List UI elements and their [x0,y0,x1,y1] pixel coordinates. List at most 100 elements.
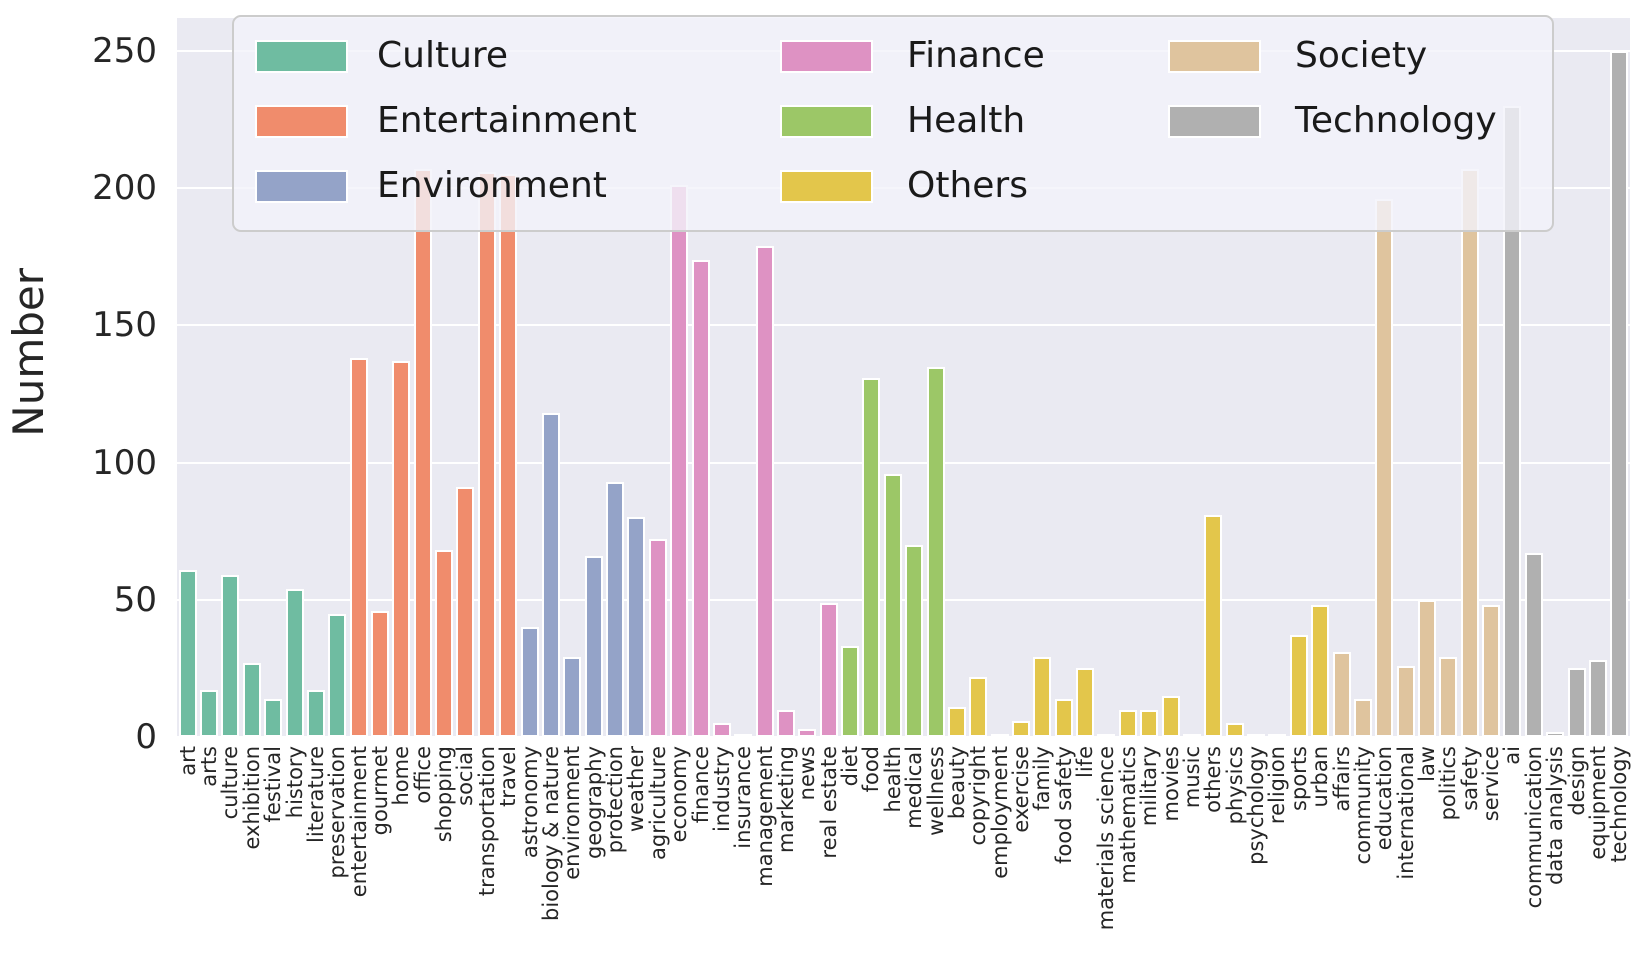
x-tick-label-urban: urban [1308,746,1333,808]
bar-design [1567,668,1586,737]
x-tick-label-preservation: preservation [325,746,350,879]
bar-social [456,487,475,737]
bar-psychology [1247,734,1266,738]
legend-label-others: Others [907,165,1028,206]
x-tick-label-management: management [752,746,777,887]
bar-politics [1439,657,1458,737]
bar-mathematics [1118,709,1137,737]
y-tick-label-0: 0 [135,717,157,757]
bar-festival [264,698,283,737]
legend-label-culture: Culture [377,35,509,76]
bar-news [798,728,817,737]
x-tick-label-mathematics: mathematics [1115,746,1140,884]
x-tick-label-protection: protection [603,746,628,854]
bar-weather [627,517,646,737]
bar-biology-nature [541,413,560,737]
x-tick-label-industry: industry [709,746,734,833]
bar-entertainment [349,358,368,737]
bar-medical [905,544,924,737]
bar-community [1353,698,1372,737]
x-tick-label-health: health [880,746,905,813]
bar-office [413,168,432,737]
gridline-50 [177,598,1630,601]
bar-religion [1268,734,1287,738]
bar-preservation [328,613,347,737]
x-tick-label-equipment: equipment [1585,746,1610,860]
x-tick-label-politics: politics [1436,746,1461,821]
x-tick-label-marketing: marketing [773,746,798,853]
bar-agriculture [648,539,667,737]
bar-sports [1289,635,1308,737]
gridline-150 [177,324,1630,327]
bar-finance [691,259,710,737]
x-tick-label-exercise: exercise [1009,746,1034,833]
gridline-100 [177,461,1630,464]
gridline-0 [177,736,1630,738]
bar-music [1182,734,1201,738]
bar-others [1204,514,1223,737]
legend-label-entertainment: Entertainment [377,100,637,141]
bar-protection [606,481,625,737]
x-tick-label-sports: sports [1286,746,1311,811]
x-tick-label-insurance: insurance [731,746,756,849]
bar-affairs [1332,651,1351,737]
x-tick-label-beauty: beauty [944,746,969,820]
bar-transportation [477,171,496,737]
bar-culture [221,575,240,737]
bar-industry [712,723,731,737]
x-tick-label-transportation: transportation [474,746,499,897]
bar-materials-science [1097,734,1116,738]
bar-shopping [435,550,454,737]
x-tick-label-biology-nature: biology & nature [538,746,563,921]
bar-diet [841,646,860,737]
x-tick-label-data-analysis: data analysis [1543,746,1568,886]
bar-law [1418,599,1436,737]
bar-management [755,245,774,737]
x-tick-label-military: military [1137,746,1162,827]
legend-swatch-culture [255,40,348,73]
y-axis-label: Number [4,268,53,437]
bar-arts [200,690,219,737]
x-tick-label-environment: environment [560,746,585,880]
x-tick-label-wellness: wellness [923,746,948,836]
bar-marketing [776,709,795,737]
x-tick-label-family: family [1030,746,1055,811]
legend-swatch-environment [255,170,348,203]
legend-swatch-others [780,170,873,203]
bar-copyright [969,676,988,737]
bar-literature [306,690,325,737]
legend-swatch-technology [1168,105,1261,138]
x-tick-label-arts: arts [197,746,222,787]
x-tick-label-international: international [1393,746,1418,880]
bar-employment [990,734,1009,738]
x-tick-label-weather: weather [624,746,649,833]
bar-military [1140,709,1159,737]
bar-geography [584,555,603,737]
bar-exercise [1012,720,1031,737]
legend-label-environment: Environment [377,165,607,206]
legend-swatch-finance [780,40,873,73]
x-tick-label-history: history [282,746,307,819]
x-tick-label-affairs: affairs [1329,746,1354,812]
x-tick-label-festival: festival [261,746,286,823]
x-tick-label-social: social [453,746,478,806]
x-tick-label-movies: movies [1158,746,1183,822]
bar-family [1033,657,1052,737]
bar-exhibition [242,662,261,737]
x-tick-label-education: education [1372,746,1397,851]
x-tick-label-astronomy: astronomy [517,746,542,859]
bar-education [1375,199,1394,737]
x-tick-label-safety: safety [1457,746,1482,811]
x-tick-label-medical: medical [902,746,927,829]
bar-health [883,473,902,737]
x-tick-label-exhibition: exhibition [239,746,264,850]
x-tick-label-music: music [1179,746,1204,809]
x-tick-label-economy: economy [667,746,692,843]
y-tick-label-150: 150 [92,305,157,346]
x-tick-label-shopping: shopping [432,746,457,843]
legend-swatch-health [780,105,873,138]
legend-swatch-society [1168,40,1261,73]
x-tick-label-home: home [389,746,414,806]
x-tick-label-life: life [1073,746,1098,778]
